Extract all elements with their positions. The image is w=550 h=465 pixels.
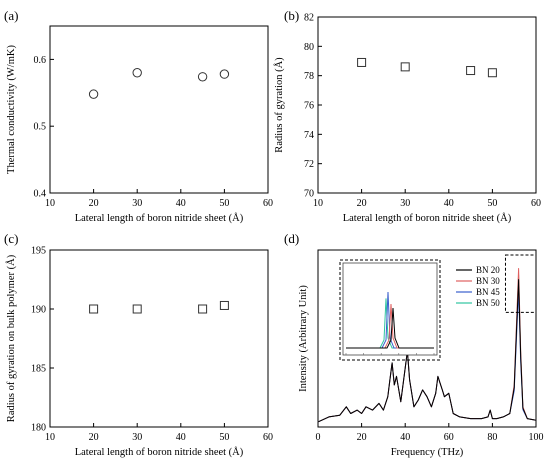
- legend-label: BN 20: [476, 265, 500, 275]
- x-tick-label: 20: [357, 432, 367, 443]
- x-axis-title: Frequency (THz): [391, 447, 464, 458]
- peak-highlight-box: [504, 254, 537, 313]
- x-tick-label: 60: [263, 432, 273, 443]
- y-tick-label: 195: [31, 246, 46, 257]
- data-point: [89, 304, 99, 314]
- x-axis-title: Lateral length of boron nitride sheet (Å…: [343, 212, 512, 224]
- x-tick-label: 100: [529, 432, 544, 443]
- y-axis-title: Radius of gyration (Å): [273, 57, 285, 153]
- plot-frame: [49, 249, 269, 428]
- y-tick-label: 0.5: [34, 122, 47, 133]
- y-tick-label: 0.6: [34, 55, 47, 66]
- data-point: [198, 304, 208, 314]
- data-point: [88, 89, 99, 99]
- panel-label-c: (c): [4, 231, 18, 246]
- inset-plot: [342, 262, 438, 356]
- x-tick-label: 50: [487, 198, 497, 209]
- x-tick-label: 80: [487, 432, 497, 443]
- panel-label-b: (b): [284, 8, 299, 23]
- data-point: [487, 68, 497, 78]
- inset-spectrum-line: [346, 307, 434, 349]
- x-tick-label: 10: [313, 198, 323, 209]
- y-tick-label: 0.4: [34, 189, 47, 200]
- panel-d: (d) 0 20 40 60 80 100 Frequency (THz) Intensity…: [284, 231, 544, 458]
- plot-frame: [317, 249, 537, 428]
- y-tick-label: 76: [304, 101, 314, 112]
- inset-frame: [339, 259, 441, 361]
- x-tick-label: 10: [45, 198, 55, 209]
- x-tick-label: 20: [357, 198, 367, 209]
- y-tick-label: 72: [304, 159, 314, 170]
- x-tick-label: 50: [219, 432, 229, 443]
- x-tick-label: 30: [132, 198, 142, 209]
- x-tick-label: 20: [89, 198, 99, 209]
- y-tick-label: 78: [304, 71, 314, 82]
- x-tick-label: 0: [316, 432, 321, 443]
- x-axis-title: Lateral length of boron nitride sheet (Å…: [75, 212, 244, 224]
- x-tick-label: 30: [132, 432, 142, 443]
- y-axis-title: Thermal conductivity (W/mK): [6, 45, 17, 174]
- data-point: [400, 62, 410, 72]
- panel-c: (c) 10 20 30 40 50 60 Lateral length of boron …: [4, 231, 273, 458]
- data-point: [219, 300, 229, 310]
- x-tick-label: 50: [219, 198, 229, 209]
- data-point: [357, 57, 367, 67]
- plot-frame: [49, 25, 269, 194]
- x-tick-label: 60: [531, 198, 541, 209]
- panel-label-d: (d): [284, 231, 299, 246]
- plot-frame: [317, 16, 537, 194]
- x-tick-label: 60: [263, 198, 273, 209]
- data-point: [466, 66, 476, 76]
- x-tick-label: 40: [176, 198, 186, 209]
- data-point: [132, 68, 142, 78]
- data-point: [132, 304, 142, 314]
- x-tick-label: 20: [89, 432, 99, 443]
- x-axis-title: Lateral length of boron nitride sheet (Å…: [75, 446, 244, 458]
- x-tick-label: 40: [400, 432, 410, 443]
- legend-label: BN 30: [476, 276, 500, 286]
- y-tick-label: 74: [304, 130, 314, 141]
- y-tick-label: 185: [31, 364, 46, 375]
- x-tick-label: 30: [400, 198, 410, 209]
- x-tick-label: 40: [444, 198, 454, 209]
- panel-label-a: (a): [4, 8, 18, 23]
- x-tick-label: 40: [176, 432, 186, 443]
- y-axis-title: Radius of gyration on bulk polymer (Å): [5, 254, 17, 422]
- x-tick-label: 60: [444, 432, 454, 443]
- y-tick-label: 190: [31, 305, 46, 316]
- x-tick-label: 10: [45, 432, 55, 443]
- y-tick-label: 70: [304, 189, 314, 200]
- legend-label: BN 50: [476, 298, 500, 308]
- y-tick-label: 82: [304, 13, 314, 24]
- y-tick-label: 180: [31, 423, 46, 434]
- y-tick-label: 80: [304, 42, 314, 53]
- spectrum-line-bn-20: [317, 279, 537, 423]
- legend-label: BN 45: [476, 287, 500, 297]
- y-axis-title: Intensity (Arbitrary Unit): [298, 285, 309, 392]
- panel-a: (a) 10 20 30 40 50 60 Lateral length of boron …: [4, 8, 273, 224]
- data-point: [219, 69, 230, 79]
- data-point: [197, 72, 208, 82]
- panel-b: (b) 10 20 30 40 50 60 Lateral length of boron …: [273, 8, 541, 224]
